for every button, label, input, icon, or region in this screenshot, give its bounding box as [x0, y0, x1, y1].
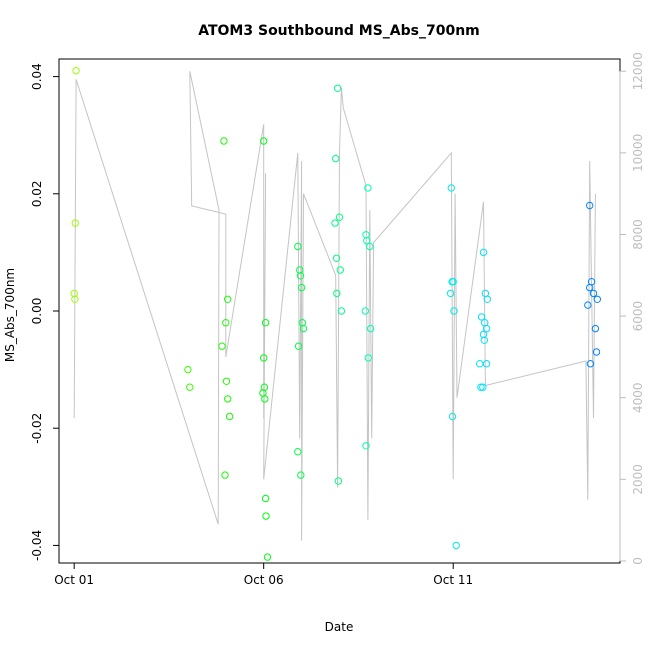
data-point — [332, 254, 341, 262]
data-point — [482, 360, 491, 368]
x-axis: Oct 01 Oct 06 Oct 11 — [54, 562, 473, 587]
data-point — [186, 383, 194, 391]
data-point — [366, 324, 375, 333]
data-point — [450, 307, 458, 315]
data-point — [361, 307, 369, 315]
data-point — [586, 283, 594, 292]
plot-frame — [58, 58, 621, 564]
y2-tick-label: 10000 — [631, 134, 645, 172]
x-tick-label: Oct 11 — [433, 573, 473, 587]
x-axis-label: Date — [325, 620, 354, 634]
data-point — [333, 289, 341, 298]
data-point — [297, 471, 305, 479]
data-point — [296, 272, 305, 280]
data-point — [294, 342, 303, 350]
data-point — [260, 354, 268, 362]
right-axis-series — [73, 71, 596, 541]
data-point — [220, 137, 228, 145]
data-point — [71, 295, 79, 303]
y2-tick-label: 2000 — [631, 464, 645, 495]
data-point — [589, 289, 598, 298]
y2-tick-label: 6000 — [631, 301, 645, 332]
data-point — [294, 242, 302, 251]
data-point — [479, 383, 487, 391]
data-point — [483, 295, 491, 303]
y2-tick-label: 0 — [631, 557, 645, 565]
y2-tick-label: 8000 — [631, 219, 645, 250]
data-point — [364, 354, 372, 362]
data-point — [476, 360, 484, 368]
data-point — [364, 184, 372, 192]
data-point — [336, 266, 344, 274]
data-point — [72, 67, 80, 75]
data-points — [70, 67, 601, 561]
data-point — [261, 494, 270, 503]
data-point — [222, 377, 231, 385]
data-point — [479, 330, 488, 339]
data-point — [366, 242, 374, 251]
y-axis: -0.04 -0.02 0.00 0.02 0.04 — [30, 63, 60, 561]
data-point — [452, 541, 460, 550]
data-point — [184, 365, 192, 374]
data-point — [221, 471, 229, 479]
y2-axis: 0 2000 4000 6000 8000 10000 12000 — [619, 52, 645, 565]
x-tick-label: Oct 01 — [54, 573, 94, 587]
data-point — [334, 477, 343, 485]
data-point — [331, 219, 339, 227]
data-point — [224, 295, 232, 303]
data-point — [482, 324, 491, 333]
data-point — [225, 412, 234, 421]
y-tick-label: -0.04 — [30, 530, 44, 561]
data-point — [584, 301, 592, 309]
data-point — [297, 283, 306, 292]
data-point — [449, 278, 457, 286]
data-point — [299, 324, 308, 333]
chart-title: ATOM3 Southbound MS_Abs_700nm — [198, 23, 480, 39]
data-point — [446, 289, 455, 298]
y2-tick-label: 4000 — [631, 382, 645, 413]
data-point — [263, 553, 272, 561]
y-tick-label: -0.02 — [30, 413, 44, 444]
data-point — [262, 512, 270, 520]
data-point — [586, 201, 594, 210]
y2-tick-label: 12000 — [631, 52, 645, 90]
data-point — [333, 84, 342, 93]
data-point — [261, 395, 269, 403]
data-point — [363, 237, 371, 245]
y-tick-label: 0.04 — [30, 63, 44, 90]
data-point — [332, 154, 340, 163]
data-point — [294, 448, 302, 456]
data-point — [70, 289, 78, 298]
data-point — [224, 395, 232, 403]
data-point — [592, 348, 601, 356]
y-tick-label: 0.00 — [30, 298, 44, 325]
y-axis-label: MS_Abs_700nm — [3, 268, 17, 362]
data-point — [480, 336, 488, 344]
data-point — [260, 137, 268, 145]
data-point — [586, 360, 595, 368]
data-point — [477, 313, 486, 321]
data-point — [593, 295, 601, 303]
data-point — [222, 319, 230, 327]
data-point — [448, 412, 457, 421]
y-tick-label: 0.02 — [30, 180, 44, 207]
data-point — [362, 442, 370, 450]
data-point — [335, 213, 344, 221]
data-point — [477, 383, 485, 391]
data-point — [261, 319, 270, 327]
data-point — [479, 248, 488, 257]
x-tick-label: Oct 06 — [244, 573, 284, 587]
data-point — [447, 184, 455, 192]
data-point — [296, 266, 304, 274]
data-point — [337, 307, 346, 315]
data-point — [71, 219, 80, 227]
data-point — [591, 324, 600, 333]
data-point — [218, 342, 226, 350]
right-series-line — [73, 71, 596, 541]
